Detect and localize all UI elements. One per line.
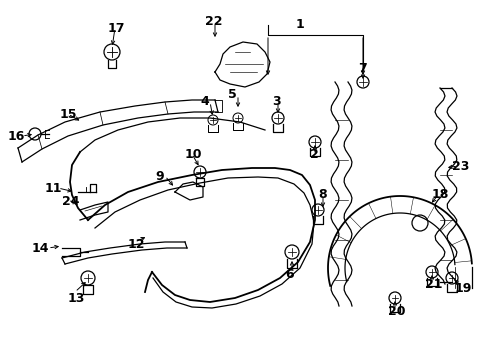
Text: 3: 3 bbox=[271, 95, 280, 108]
Text: 14: 14 bbox=[32, 242, 49, 255]
Text: 17: 17 bbox=[108, 22, 125, 35]
Text: 1: 1 bbox=[295, 18, 304, 31]
Text: 7: 7 bbox=[357, 62, 366, 75]
Text: 19: 19 bbox=[454, 282, 471, 295]
Text: 21: 21 bbox=[424, 278, 442, 291]
Text: 12: 12 bbox=[128, 238, 145, 251]
Text: 9: 9 bbox=[155, 170, 163, 183]
Text: 2: 2 bbox=[309, 148, 318, 161]
Text: 6: 6 bbox=[285, 268, 293, 281]
Text: 20: 20 bbox=[387, 305, 405, 318]
Text: 22: 22 bbox=[204, 15, 222, 28]
Text: 15: 15 bbox=[60, 108, 77, 121]
Text: 10: 10 bbox=[184, 148, 202, 161]
Text: 8: 8 bbox=[317, 188, 326, 201]
Text: 18: 18 bbox=[431, 188, 448, 201]
Text: 4: 4 bbox=[200, 95, 208, 108]
Text: 5: 5 bbox=[227, 88, 236, 101]
Text: 23: 23 bbox=[451, 160, 468, 173]
Text: 16: 16 bbox=[8, 130, 25, 143]
Text: 11: 11 bbox=[45, 182, 62, 195]
Text: 13: 13 bbox=[68, 292, 85, 305]
Text: 24: 24 bbox=[62, 195, 80, 208]
